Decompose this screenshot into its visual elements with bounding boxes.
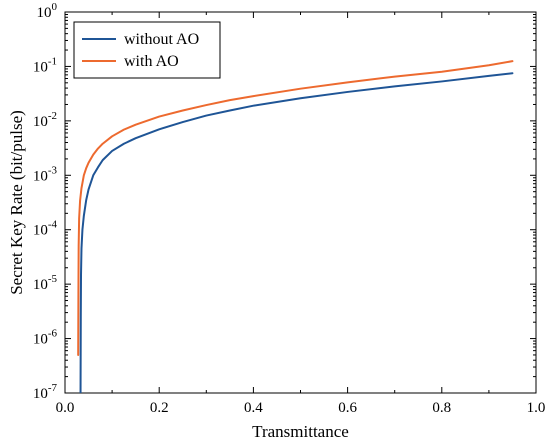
series-layer	[77, 60, 514, 393]
series-line-with-ao	[77, 60, 514, 356]
y-tick-label: 10-2	[33, 110, 57, 130]
y-tick-label: 10-6	[33, 328, 58, 348]
x-tick-label: 0.4	[244, 400, 263, 416]
x-tick-label: 1.0	[527, 400, 546, 416]
legend-label: without AO	[124, 31, 199, 48]
series-line-without-ao	[79, 72, 514, 393]
y-tick-label: 100	[37, 1, 58, 21]
y-tick-label: 10-7	[33, 382, 58, 402]
legend-box	[73, 21, 221, 79]
legend: without AO with AO	[73, 21, 221, 79]
x-tick-label: 0.0	[56, 400, 75, 416]
legend-label: with AO	[124, 53, 179, 70]
x-axis-label: Transmittance	[252, 422, 349, 441]
y-tick-label: 10-1	[33, 55, 57, 75]
x-tick-label: 0.2	[150, 400, 169, 416]
x-tick-label: 0.8	[432, 400, 451, 416]
y-tick-label: 10-3	[33, 164, 58, 184]
axes: 0.0 0.2 0.4 0.6 0.8 1.0 10-7 10-6 10-5 10-4 10-3 10…	[33, 1, 546, 416]
y-axis-label: Secret Key Rate (bit/pulse)	[7, 110, 26, 295]
y-tick-label: 10-4	[33, 219, 58, 239]
x-tick-label: 0.6	[338, 400, 357, 416]
y-tick-label: 10-5	[33, 273, 58, 293]
